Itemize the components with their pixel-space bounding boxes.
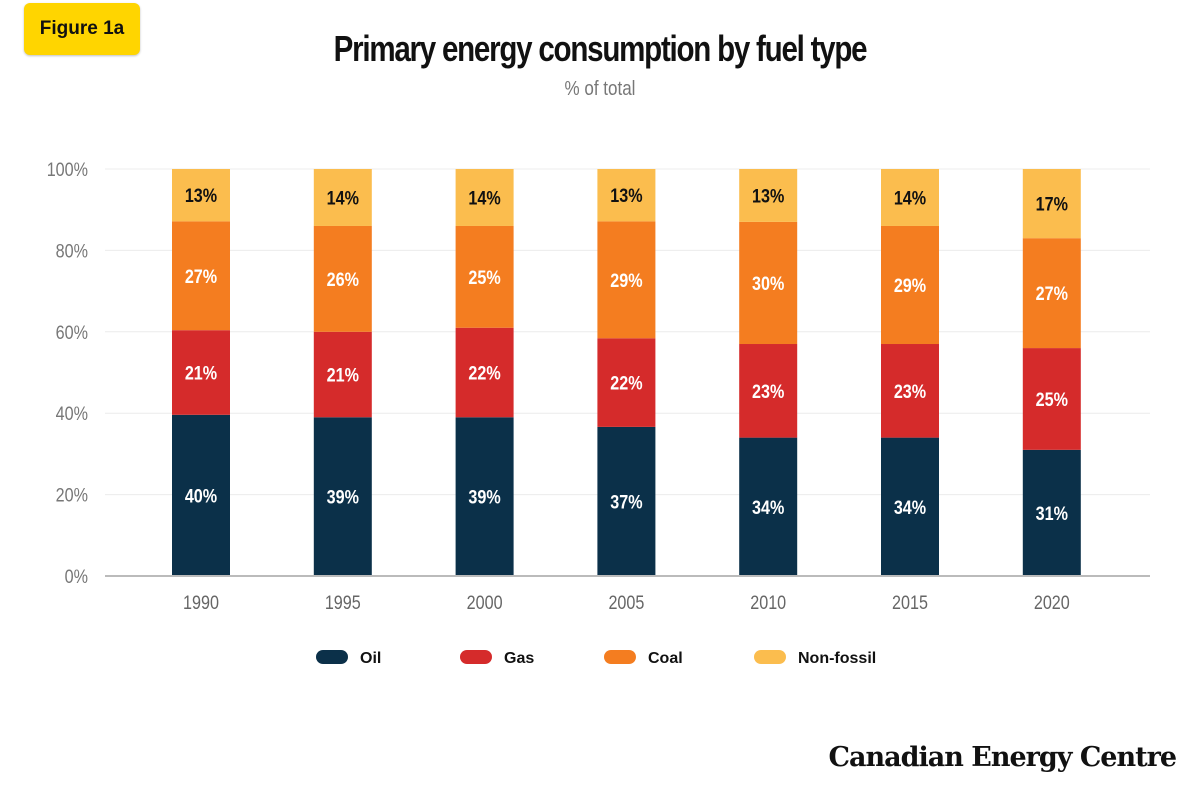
brand-logo: Canadian Energy Centre bbox=[828, 742, 1177, 773]
bar-segment-gas bbox=[455, 327, 514, 418]
data-label: 31% bbox=[1036, 503, 1069, 525]
legend-swatch-non-fossil bbox=[754, 650, 786, 664]
y-tick-label: 40% bbox=[56, 403, 89, 425]
data-label: 14% bbox=[468, 187, 501, 209]
bar-segment-non-fossil bbox=[881, 169, 939, 226]
bar-segment-gas bbox=[881, 344, 939, 438]
bar-segment-oil bbox=[597, 426, 656, 576]
data-label: 25% bbox=[1036, 389, 1069, 411]
data-label: 40% bbox=[185, 485, 218, 507]
data-label: 13% bbox=[610, 185, 643, 207]
data-label: 26% bbox=[327, 269, 360, 291]
chart-subtitle: % of total bbox=[564, 78, 636, 100]
bar-segment-non-fossil bbox=[597, 169, 656, 222]
x-tick-label: 2020 bbox=[1034, 592, 1070, 614]
x-tick-label: 1995 bbox=[325, 592, 361, 614]
bar-segment-non-fossil bbox=[172, 169, 230, 222]
y-tick-label: 60% bbox=[56, 322, 89, 344]
bar-segment-non-fossil bbox=[1022, 169, 1081, 239]
data-label: 17% bbox=[1036, 193, 1069, 215]
legend-label: Gas bbox=[504, 650, 534, 667]
data-label: 22% bbox=[468, 362, 501, 384]
x-tick-label: 2000 bbox=[467, 592, 503, 614]
data-label: 23% bbox=[894, 381, 927, 403]
data-label: 13% bbox=[185, 185, 218, 207]
data-label: 21% bbox=[327, 364, 360, 386]
data-label: 34% bbox=[894, 497, 927, 519]
data-label: 23% bbox=[752, 381, 785, 403]
y-tick-label: 0% bbox=[65, 566, 89, 588]
data-label: 27% bbox=[185, 266, 218, 288]
data-label: 14% bbox=[327, 187, 360, 209]
data-label: 39% bbox=[327, 486, 360, 508]
bar-segment-oil bbox=[313, 417, 372, 576]
data-label: 39% bbox=[468, 486, 501, 508]
bar-segment-gas bbox=[739, 344, 798, 438]
data-label: 30% bbox=[752, 273, 785, 295]
y-tick-label: 20% bbox=[56, 484, 89, 506]
legend-label: Coal bbox=[648, 650, 683, 667]
x-tick-label: 2015 bbox=[892, 592, 928, 614]
bar-segment-coal bbox=[597, 221, 656, 339]
bar-segment-coal bbox=[739, 221, 798, 345]
data-label: 29% bbox=[610, 270, 643, 292]
bar-segment-gas bbox=[172, 330, 230, 415]
bar-segment-gas bbox=[1022, 348, 1081, 450]
bar-segment-coal bbox=[313, 225, 372, 332]
bar-segment-non-fossil bbox=[313, 169, 372, 226]
bar-segment-coal bbox=[881, 225, 939, 345]
bar-segment-oil bbox=[1022, 449, 1081, 576]
data-label: 29% bbox=[894, 275, 927, 297]
bar-segment-oil bbox=[455, 417, 514, 576]
data-label: 27% bbox=[1036, 283, 1069, 305]
x-tick-label: 2005 bbox=[608, 592, 644, 614]
data-label: 34% bbox=[752, 497, 785, 519]
y-tick-label: 100% bbox=[47, 159, 89, 181]
figure-badge: Figure 1a bbox=[24, 3, 140, 55]
bar-segment-non-fossil bbox=[455, 169, 514, 226]
legend-swatch-gas bbox=[460, 650, 492, 664]
x-tick-label: 1990 bbox=[183, 592, 219, 614]
legend-swatch-oil bbox=[316, 650, 348, 664]
bar-segment-coal bbox=[1022, 238, 1081, 349]
data-label: 22% bbox=[610, 372, 643, 394]
y-tick-label: 80% bbox=[56, 240, 89, 262]
data-label: 13% bbox=[752, 185, 785, 207]
bar-segment-oil bbox=[881, 437, 939, 576]
legend-label: Non-fossil bbox=[798, 650, 876, 667]
bar-segment-gas bbox=[313, 331, 372, 418]
chart-title: Primary energy consumption by fuel type bbox=[333, 28, 868, 69]
bar-segment-gas bbox=[597, 338, 656, 427]
data-label: 25% bbox=[468, 267, 501, 289]
bar-segment-coal bbox=[172, 221, 230, 331]
data-label: 14% bbox=[894, 187, 927, 209]
bar-segment-oil bbox=[739, 437, 798, 576]
x-tick-label: 2010 bbox=[750, 592, 786, 614]
bar-segment-coal bbox=[455, 225, 514, 328]
legend-label: Oil bbox=[360, 650, 381, 667]
bar-segment-non-fossil bbox=[739, 169, 798, 222]
bar-segment-oil bbox=[172, 414, 230, 576]
data-label: 21% bbox=[185, 362, 218, 384]
data-label: 37% bbox=[610, 491, 643, 513]
legend-swatch-coal bbox=[604, 650, 636, 664]
